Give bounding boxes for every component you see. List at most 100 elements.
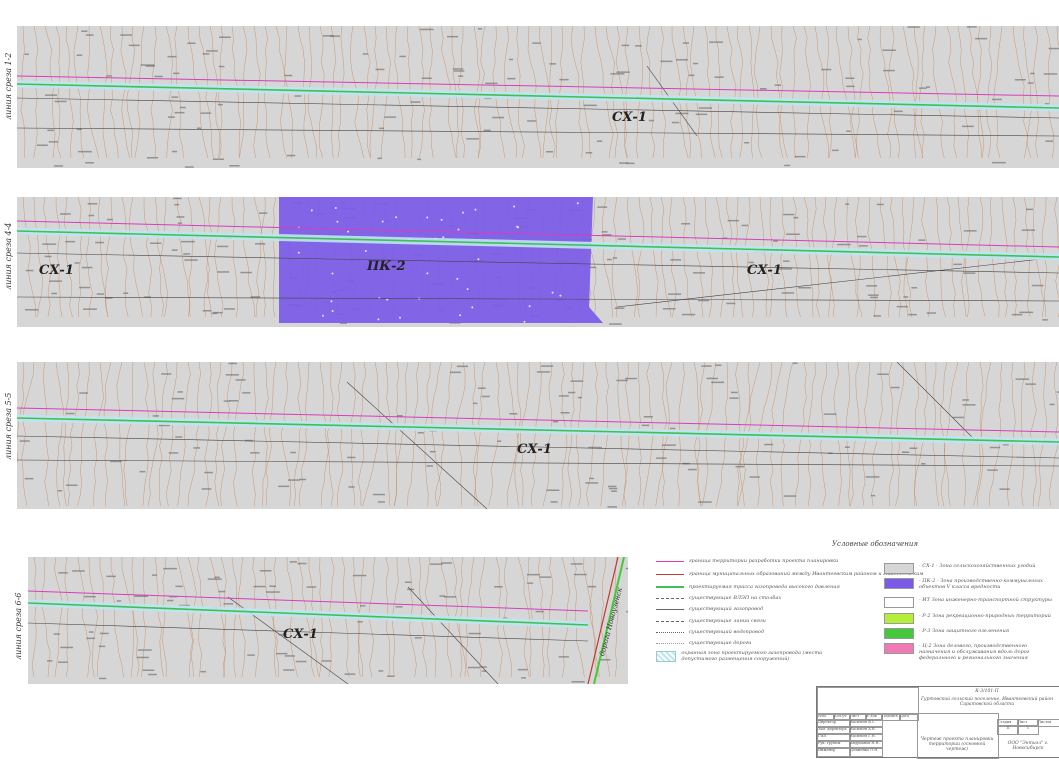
contour-line xyxy=(66,26,73,158)
survey-mark xyxy=(730,397,739,399)
survey-mark xyxy=(224,400,231,402)
line-swatch xyxy=(656,643,684,644)
survey-mark xyxy=(323,35,334,37)
survey-mark xyxy=(644,416,653,418)
contour-line xyxy=(855,197,860,317)
contour-line xyxy=(521,362,530,506)
survey-mark xyxy=(203,310,212,312)
survey-mark xyxy=(58,490,62,492)
survey-mark xyxy=(181,241,195,243)
zone-swatch xyxy=(884,563,914,574)
contour-line xyxy=(122,557,139,677)
survey-mark xyxy=(358,621,363,623)
building-mark xyxy=(382,221,384,223)
survey-mark xyxy=(622,45,630,47)
survey-mark xyxy=(846,131,850,133)
contour-line xyxy=(562,557,570,677)
survey-mark xyxy=(200,671,206,673)
survey-mark xyxy=(536,611,545,613)
contour-line xyxy=(771,26,787,158)
survey-mark xyxy=(217,246,228,248)
survey-mark xyxy=(47,660,52,662)
contour-line xyxy=(159,362,167,506)
legend-title: Условные обозначения xyxy=(832,540,918,548)
contour-line xyxy=(337,362,343,506)
contour-line xyxy=(1021,362,1025,506)
map-graphics-6-6 xyxy=(28,557,628,684)
contour-line xyxy=(958,26,969,158)
building-mark xyxy=(335,207,337,209)
building-mark xyxy=(459,314,461,316)
contour-line xyxy=(143,362,149,506)
building-mark xyxy=(477,258,479,260)
survey-mark xyxy=(173,198,181,200)
contour-line xyxy=(351,362,355,506)
survey-mark xyxy=(726,303,735,305)
contour-line xyxy=(705,26,716,158)
survey-mark xyxy=(79,392,88,394)
contour-line xyxy=(220,362,232,506)
contour-line xyxy=(74,26,84,158)
survey-mark xyxy=(1022,229,1035,231)
building-mark xyxy=(467,288,469,290)
survey-mark xyxy=(86,34,94,36)
survey-mark xyxy=(89,215,95,217)
survey-mark xyxy=(217,271,229,273)
survey-mark xyxy=(242,392,250,394)
survey-mark xyxy=(750,476,760,478)
survey-mark xyxy=(744,142,749,144)
survey-mark xyxy=(561,412,570,414)
survey-mark xyxy=(527,120,536,122)
survey-mark xyxy=(927,312,936,314)
contour-line xyxy=(749,26,754,158)
section-label-5-5: линия среза 5-5 xyxy=(4,393,13,460)
line-swatch xyxy=(656,621,684,622)
line-swatch xyxy=(656,598,684,599)
contour-line xyxy=(42,557,50,677)
contour-line xyxy=(264,557,279,677)
survey-mark xyxy=(373,494,385,496)
survey-mark xyxy=(1042,319,1048,321)
survey-mark xyxy=(396,606,403,608)
contour-line xyxy=(177,557,193,677)
contour-line xyxy=(56,197,62,317)
contour-line xyxy=(919,26,925,158)
contour-line xyxy=(177,197,190,317)
survey-mark xyxy=(208,578,222,580)
survey-mark xyxy=(696,114,708,116)
survey-mark xyxy=(682,314,695,316)
survey-mark xyxy=(201,112,211,114)
contour-line xyxy=(117,362,125,506)
contour-line xyxy=(539,26,555,158)
survey-mark xyxy=(903,296,908,298)
survey-mark xyxy=(58,572,67,574)
survey-mark xyxy=(559,79,568,81)
survey-mark xyxy=(609,323,622,325)
survey-mark xyxy=(178,222,182,224)
existing-line xyxy=(617,257,1059,307)
contour-line xyxy=(880,197,891,317)
survey-mark xyxy=(415,637,422,639)
survey-mark xyxy=(507,78,515,80)
contour-line xyxy=(770,197,774,317)
survey-mark xyxy=(668,293,681,295)
survey-mark xyxy=(551,501,558,503)
survey-mark xyxy=(707,378,719,380)
survey-mark xyxy=(571,563,583,565)
survey-mark xyxy=(782,292,795,294)
survey-mark xyxy=(49,280,62,282)
line-swatch xyxy=(656,609,684,610)
survey-mark xyxy=(54,165,63,167)
survey-mark xyxy=(588,586,596,588)
survey-mark xyxy=(51,293,57,295)
survey-mark xyxy=(608,486,616,488)
survey-mark xyxy=(150,243,161,245)
survey-mark xyxy=(607,259,612,261)
building-mark xyxy=(529,305,531,307)
tb-grid-left xyxy=(817,687,919,715)
survey-mark xyxy=(143,670,155,672)
survey-mark xyxy=(478,28,482,30)
survey-mark xyxy=(518,669,528,671)
survey-mark xyxy=(688,469,697,471)
